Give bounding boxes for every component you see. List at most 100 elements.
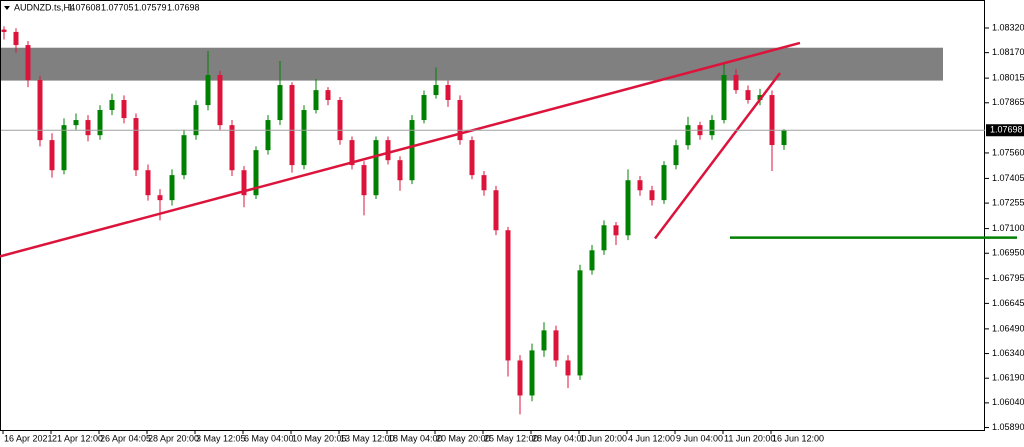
- x-tick-label: 6 May 04:00: [244, 433, 294, 443]
- y-tick-label: 1.07560: [992, 147, 1024, 157]
- zone: [1, 47, 943, 81]
- candle-body: [733, 75, 739, 91]
- candle-body: [421, 95, 427, 121]
- y-tick-label: 1.06490: [992, 323, 1024, 333]
- candle-body: [457, 99, 463, 141]
- x-tick-label: 20 May 20:00: [436, 433, 491, 443]
- x-tick-label: 1 Jun 20:00: [580, 433, 627, 443]
- y-tick-label: 1.07255: [992, 197, 1024, 207]
- candle-body: [445, 85, 451, 100]
- candle-body: [85, 120, 91, 136]
- candle-body: [25, 45, 31, 81]
- candle-body: [373, 140, 379, 196]
- y-tick-label: 1.08320: [992, 22, 1024, 32]
- candle-body: [13, 31, 19, 46]
- header-value: 1.07705: [101, 2, 134, 12]
- candle-body: [97, 110, 103, 136]
- candle-body: [685, 125, 691, 146]
- x-tick-label: 10 May 20:05: [292, 433, 347, 443]
- price-label: 1.07698: [990, 125, 1023, 135]
- trendline: [0, 41, 801, 258]
- y-tick-label: 1.06950: [992, 248, 1024, 258]
- candle-body: [73, 120, 79, 126]
- x-tick-label: 18 May 04:00: [388, 433, 443, 443]
- candle-body: [253, 150, 259, 196]
- candle-body: [769, 95, 775, 146]
- candle-body: [469, 140, 475, 176]
- candle-body: [409, 120, 415, 181]
- candle-body: [529, 350, 535, 396]
- candle-body: [385, 140, 391, 161]
- x-tick-label: 21 Apr 12:00: [52, 433, 103, 443]
- y-tick-label: 1.07100: [992, 223, 1024, 233]
- candle-body: [541, 330, 547, 351]
- menu-arrow[interactable]: [4, 6, 10, 10]
- candle-body: [589, 250, 595, 271]
- candle-body: [433, 85, 439, 96]
- candle-body: [229, 125, 235, 171]
- candle-body: [361, 165, 367, 196]
- y-tick-label: 1.08170: [992, 47, 1024, 57]
- candle-body: [781, 130, 787, 146]
- candle-body: [217, 75, 223, 126]
- y-tick-label: 1.07865: [992, 97, 1024, 107]
- y-tick-label: 1.07405: [992, 173, 1024, 183]
- candle-body: [325, 90, 331, 100]
- candle-body: [493, 190, 499, 231]
- x-tick-label: 25 May 12:00: [484, 433, 539, 443]
- y-tick-label: 1.06190: [992, 373, 1024, 383]
- candle-body: [157, 195, 163, 201]
- candle-body: [241, 170, 247, 196]
- candle-body: [205, 75, 211, 106]
- candle-body: [289, 85, 295, 166]
- x-tick-label: 28 May 04:00: [532, 433, 587, 443]
- header-value: 1.07608: [68, 2, 101, 12]
- candle-body: [109, 99, 115, 111]
- y-tick-label: 1.05890: [992, 422, 1024, 432]
- candle-body: [49, 140, 55, 171]
- x-tick-label: 4 Jun 12:00: [628, 433, 675, 443]
- header-value: 1.07698: [167, 2, 200, 12]
- candle-body: [553, 330, 559, 361]
- candle-body: [145, 170, 151, 196]
- x-tick-label: 16 Jun 12:00: [772, 433, 824, 443]
- header-value: 1.07579: [134, 2, 167, 12]
- candle-body: [505, 230, 511, 361]
- price-box: [986, 124, 1024, 137]
- y-tick-label: 1.06340: [992, 348, 1024, 358]
- candle-body: [313, 90, 319, 111]
- candle-body: [301, 110, 307, 166]
- symbol: AUDNZD.ts,H4: [14, 2, 75, 12]
- candle-body: [565, 360, 571, 376]
- x-tick-label: 28 Apr 20:00: [148, 433, 199, 443]
- candle-body: [625, 180, 631, 236]
- candle-body: [481, 175, 487, 191]
- candle-body: [349, 140, 355, 166]
- trendline: [654, 72, 782, 240]
- x-tick-label: 3 May 12:05: [196, 433, 246, 443]
- candle-body: [181, 135, 187, 176]
- x-tick-label: 13 May 12:00: [340, 433, 395, 443]
- candle-body: [517, 360, 523, 396]
- candle-body: [265, 120, 271, 151]
- candle-body: [709, 120, 715, 136]
- candle-body: [193, 105, 199, 136]
- candle-body: [277, 85, 283, 121]
- candle-body: [397, 160, 403, 181]
- candle-body: [661, 165, 667, 201]
- y-tick-label: 1.08015: [992, 73, 1024, 83]
- candle-body: [577, 270, 583, 376]
- candle-body: [133, 118, 139, 171]
- candle-body: [169, 175, 175, 201]
- x-tick-label: 9 Jun 04:00: [676, 433, 723, 443]
- candle-body: [613, 225, 619, 236]
- candle-body: [61, 125, 67, 171]
- candle-body: [37, 80, 43, 141]
- candle-body: [745, 90, 751, 100]
- candle-body: [1, 29, 7, 32]
- x-tick-label: 16 Apr 2021: [4, 433, 53, 443]
- candle-body: [673, 145, 679, 166]
- candle-body: [721, 75, 727, 121]
- candle-body: [601, 225, 607, 251]
